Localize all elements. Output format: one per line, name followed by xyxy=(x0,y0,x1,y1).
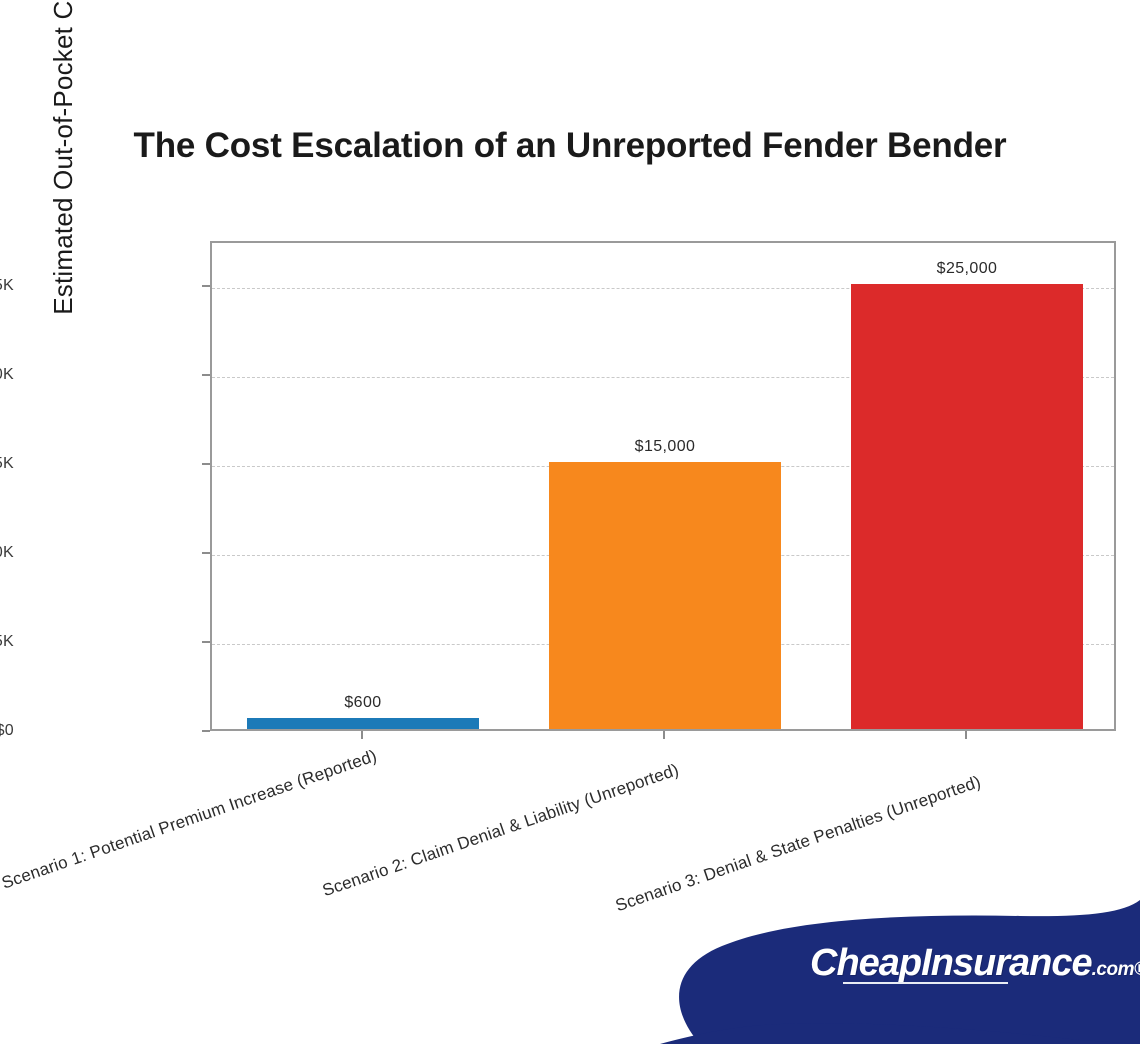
plot-area: $600 $15,000 $25,000 xyxy=(210,241,1116,731)
bar-value-label-1: $600 xyxy=(344,694,382,712)
gridline xyxy=(212,376,1114,378)
x-tick-mark xyxy=(361,731,363,739)
bar-1[interactable] xyxy=(246,718,480,729)
logo-name: CheapInsurance xyxy=(810,942,1093,984)
logo-trademark-icon: ® xyxy=(1134,959,1140,980)
bar-3[interactable] xyxy=(850,283,1084,729)
y-tick-mark xyxy=(202,373,210,376)
page-title: The Cost Escalation of an Unreported Fen… xyxy=(133,126,1007,165)
y-tick-mark xyxy=(202,551,210,554)
y-tick-label: $25K xyxy=(0,276,14,294)
x-tick-mark xyxy=(965,731,967,739)
y-tick-label: $0 xyxy=(0,722,14,739)
logo-underline xyxy=(843,982,1008,984)
y-tick-label: $10K xyxy=(0,543,14,561)
x-category-label-2: Scenario 2: Claim Denial & Liability (Un… xyxy=(319,760,682,901)
y-tick-mark xyxy=(202,730,210,732)
bar-value-label-2: $15,000 xyxy=(634,437,696,455)
y-tick-mark xyxy=(202,462,210,465)
y-tick-mark xyxy=(202,284,210,287)
logo-swoosh-icon xyxy=(660,900,1140,1044)
x-tick-mark xyxy=(663,731,665,739)
y-axis-title: Estimated Out-of-Pocket Cost xyxy=(48,0,78,315)
logo-suffix: .com xyxy=(1091,959,1135,980)
y-tick-label: $5K xyxy=(0,632,14,650)
x-category-label-1: Scenario 1: Potential Premium Increase (… xyxy=(0,746,380,893)
logo-wordmark: CheapInsurance.com® xyxy=(810,942,1140,985)
gridline xyxy=(212,287,1114,289)
bar-value-label-3: $25,000 xyxy=(936,259,998,277)
brand-logo[interactable]: CheapInsurance.com® xyxy=(660,890,1140,1044)
y-tick-label: $15K xyxy=(0,454,14,472)
y-tick-mark xyxy=(202,640,210,643)
bar-2[interactable] xyxy=(548,461,782,729)
y-tick-label: $20K xyxy=(0,365,14,383)
plot-inner: $600 $15,000 $25,000 xyxy=(212,243,1114,729)
